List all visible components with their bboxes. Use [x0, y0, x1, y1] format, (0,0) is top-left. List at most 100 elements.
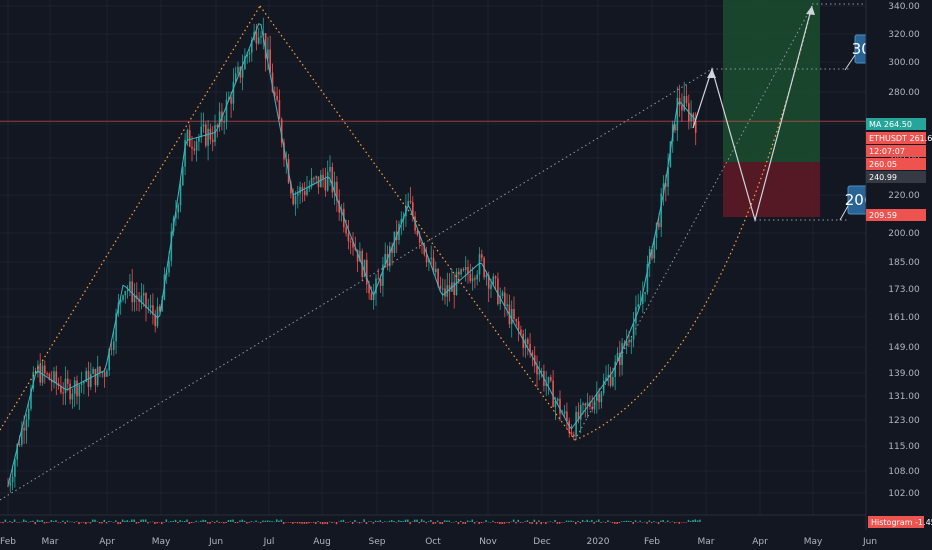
candle-body [467, 267, 469, 274]
x-tick-label: Feb [0, 537, 16, 547]
candle-body [545, 383, 547, 386]
candle-body [642, 294, 644, 304]
candle-body [161, 299, 163, 312]
candle-body [147, 307, 150, 309]
histogram-bar [335, 522, 338, 525]
candle-body [458, 271, 460, 275]
histogram-bar [356, 521, 358, 523]
candle-body [122, 295, 124, 300]
histogram-bar [124, 520, 126, 522]
histogram-bar [39, 520, 41, 522]
histogram-bar [186, 519, 188, 522]
candle-body [299, 186, 301, 194]
histogram-bar [285, 522, 287, 523]
candle-body [566, 411, 568, 421]
price-badge-bg [866, 118, 926, 130]
candle-body [336, 181, 338, 201]
candle-body [103, 372, 106, 377]
histogram-bar [464, 522, 467, 524]
histogram-bar [621, 521, 623, 522]
candle-body [149, 305, 152, 308]
histogram-bar [598, 519, 600, 522]
candle-body [262, 32, 265, 36]
histogram-bar [662, 519, 664, 522]
histogram-bar [381, 522, 384, 523]
candle-body [510, 308, 513, 325]
histogram-bar [62, 520, 64, 522]
candle-body [248, 52, 251, 55]
histogram-bar [271, 521, 273, 522]
histogram-bar [627, 520, 630, 522]
histogram-bar [676, 522, 678, 523]
histogram-bar [188, 522, 191, 524]
histogram-bar [639, 520, 641, 522]
histogram-bar [423, 520, 425, 522]
candle-body [487, 274, 490, 289]
y-tick-label: 115.00 [888, 442, 920, 452]
candle-body [625, 341, 628, 346]
candle-body [497, 278, 499, 305]
histogram-bar [683, 522, 685, 523]
histogram-bar [308, 522, 310, 524]
histogram-bar [556, 522, 559, 524]
candle-body [260, 35, 262, 38]
candle-body [44, 365, 46, 374]
candle-body [280, 119, 283, 143]
x-tick-label: Mar [698, 537, 715, 547]
candle-body [407, 201, 409, 206]
candle-body [142, 293, 145, 296]
histogram-bar [333, 522, 335, 523]
histogram-bar [591, 519, 593, 522]
histogram-bar [354, 520, 356, 522]
candle-body [177, 205, 179, 213]
histogram-bar [89, 522, 92, 524]
candle-body [441, 288, 444, 290]
candle-body [55, 371, 58, 384]
x-tick-label: Jul [263, 537, 275, 547]
histogram-bar [563, 522, 565, 523]
histogram-bar [644, 521, 646, 523]
price-badge-text: ETHUSDT 261.65 [869, 134, 932, 143]
histogram-bar [476, 521, 478, 522]
histogram-bar [278, 520, 280, 522]
x-tick-label: May [152, 537, 171, 547]
candle-body [389, 246, 391, 267]
candle-body [683, 96, 685, 111]
histogram-bar [485, 520, 487, 522]
candle-body [85, 370, 87, 382]
histogram-bar [55, 520, 57, 522]
candle-body [540, 371, 543, 373]
candle-body [30, 388, 32, 409]
candle-body [630, 339, 633, 343]
candle-body [462, 269, 465, 271]
candle-body [464, 267, 467, 271]
indicator-badge-text: Histogram -1.45 [871, 518, 932, 527]
histogram-bar [257, 521, 260, 523]
candle-body [202, 124, 205, 127]
histogram-bar [34, 522, 36, 525]
candle-body [264, 32, 267, 59]
candle-body [529, 343, 531, 353]
candle-body [333, 181, 336, 193]
candle-body [439, 285, 442, 289]
histogram-bar [524, 521, 526, 522]
histogram-bar [98, 522, 101, 524]
histogram-bar [391, 520, 393, 522]
histogram-bar [439, 522, 441, 524]
histogram-bar [151, 521, 154, 523]
y-tick-label: 300.00 [888, 58, 920, 68]
candle-body [416, 230, 419, 235]
candle-body [372, 293, 375, 301]
candle-body [504, 292, 506, 307]
histogram-bar [69, 521, 71, 523]
histogram-bar [618, 522, 621, 524]
histogram-bar [345, 522, 347, 523]
histogram-bar [218, 522, 220, 523]
candle-body [600, 393, 603, 403]
histogram-bar [305, 522, 308, 524]
histogram-bar [648, 520, 651, 522]
histogram-bar [13, 519, 16, 522]
histogram-bar [584, 521, 586, 522]
histogram-bar [280, 519, 283, 522]
